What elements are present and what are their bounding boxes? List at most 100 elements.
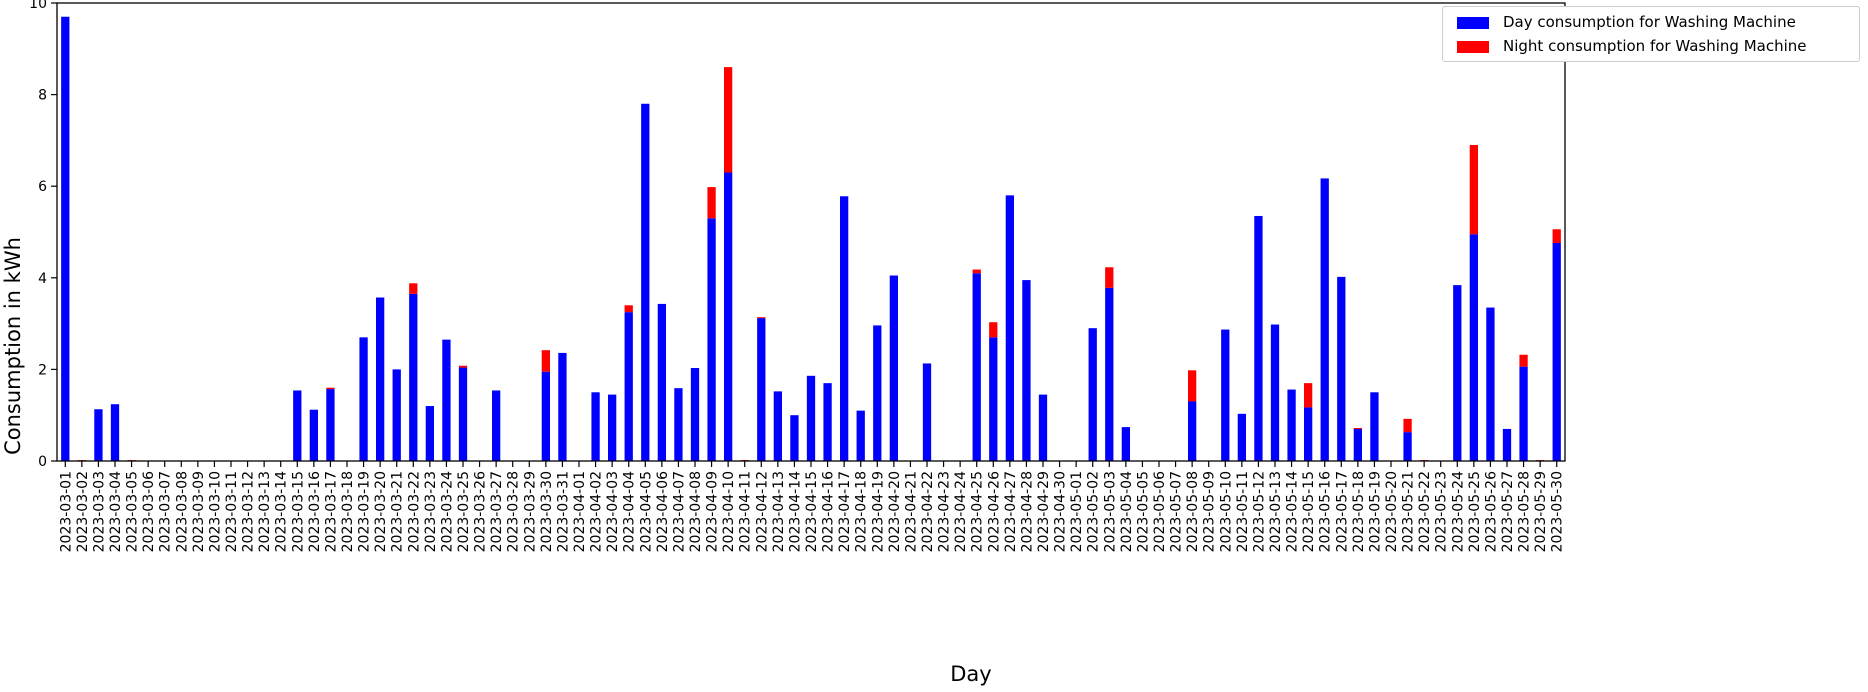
x-tick-label: 2023-03-07 [158, 471, 174, 552]
x-tick-label: 2023-05-02 [1086, 471, 1102, 552]
x-tick-label: 2023-03-09 [191, 471, 207, 552]
x-tick-label: 2023-05-21 [1401, 471, 1417, 552]
x-tick-label: 2023-04-08 [688, 471, 704, 552]
x-tick-label: 2023-04-13 [771, 471, 787, 552]
bar-day [856, 410, 865, 461]
legend-swatch-day [1457, 17, 1489, 29]
bar-day [922, 363, 932, 461]
x-tick-label: 2023-04-19 [870, 471, 886, 552]
bar-day [425, 406, 434, 461]
bar-night [1403, 418, 1412, 433]
bar-day [1237, 413, 1246, 461]
x-tick-label: 2023-04-25 [970, 471, 986, 552]
legend-item-night: Night consumption for Washing Machine [1457, 35, 1857, 59]
x-tick-label: 2023-05-06 [1152, 471, 1168, 552]
x-tick-label: 2023-05-22 [1417, 471, 1433, 552]
x-tick-label: 2023-04-22 [920, 471, 936, 552]
x-tick-label: 2023-03-27 [489, 471, 505, 552]
bar-day [823, 383, 832, 461]
bar-day [806, 375, 816, 461]
x-axis: 2023-03-01 2023-03-02 2023-03-03 2023-03-04… [58, 461, 1566, 552]
bar-day [790, 415, 799, 461]
x-tick-label: 2023-04-18 [854, 471, 870, 552]
x-tick-label: 2023-05-08 [1185, 471, 1201, 552]
bar-day [657, 303, 666, 461]
x-tick-label: 2023-05-01 [1069, 471, 1085, 552]
bar-day [1121, 427, 1130, 461]
x-tick-label: 2023-05-27 [1500, 471, 1516, 552]
x-tick-label: 2023-03-02 [75, 471, 91, 552]
y-tick-label: 10 [29, 0, 47, 12]
x-tick-label: 2023-03-23 [423, 471, 439, 552]
x-tick-label: 2023-04-20 [887, 471, 903, 552]
x-tick-label: 2023-03-10 [207, 471, 223, 552]
bar-day [1105, 287, 1114, 461]
bar-day [608, 394, 617, 461]
bar-day [376, 297, 385, 461]
bar-night [724, 67, 733, 173]
x-tick-label: 2023-03-08 [174, 471, 190, 552]
x-tick-label: 2023-03-31 [555, 471, 571, 552]
x-tick-label: 2023-03-19 [357, 471, 373, 552]
x-tick-label: 2023-03-24 [439, 471, 455, 552]
x-tick-label: 2023-04-15 [804, 471, 820, 552]
x-tick-label: 2023-04-12 [754, 471, 770, 552]
x-tick-label: 2023-03-01 [58, 471, 74, 552]
x-tick-label: 2023-04-27 [1003, 471, 1019, 552]
bar-day [558, 352, 567, 461]
x-tick-label: 2023-05-14 [1285, 471, 1301, 552]
x-tick-label: 2023-03-14 [274, 471, 290, 552]
legend: Day consumption for Washing Machine Nigh… [1442, 6, 1860, 62]
bar-day [392, 369, 401, 461]
bar-day [889, 275, 898, 461]
x-tick-label: 2023-04-28 [1019, 471, 1035, 552]
x-tick-label: 2023-05-10 [1218, 471, 1234, 552]
x-tick-label: 2023-05-26 [1483, 471, 1499, 552]
bar-night [458, 365, 468, 368]
x-tick-label: 2023-04-29 [1036, 471, 1052, 552]
x-tick-label: 2023-03-05 [125, 471, 141, 552]
x-tick-label: 2023-05-12 [1251, 471, 1267, 552]
bar-day [1270, 324, 1280, 461]
x-tick-label: 2023-03-13 [257, 471, 273, 552]
x-tick-label: 2023-04-03 [605, 471, 621, 552]
bar-day [1038, 394, 1048, 461]
x-tick-label: 2023-05-20 [1384, 471, 1400, 552]
bar-day [94, 409, 103, 461]
bar-day [61, 16, 70, 462]
bar-day [1188, 401, 1197, 461]
x-tick-label: 2023-03-18 [340, 471, 356, 552]
bar-day [757, 318, 766, 461]
x-tick-label: 2023-05-15 [1301, 471, 1317, 552]
bar-night [972, 269, 981, 274]
bar-day [293, 390, 302, 461]
x-tick-label: 2023-04-05 [638, 471, 654, 552]
bar-day [1486, 307, 1495, 461]
x-tick-label: 2023-03-20 [373, 471, 389, 552]
x-tick-label: 2023-05-13 [1268, 471, 1284, 552]
x-tick-label: 2023-03-11 [224, 471, 240, 552]
y-axis: 0 2 4 6 8 10 [29, 0, 57, 470]
x-tick-label: 2023-04-09 [705, 471, 721, 552]
bar-day [541, 371, 550, 461]
bar-night [1519, 354, 1528, 367]
x-tick-label: 2023-04-11 [738, 471, 754, 552]
bar-day [1353, 428, 1362, 461]
bar-night [757, 317, 766, 319]
bar-day [707, 218, 716, 461]
bar-day [1022, 280, 1031, 461]
x-tick-label: 2023-03-28 [506, 471, 522, 552]
bar-day [1370, 392, 1379, 461]
bar-day [873, 325, 882, 461]
y-tick-label: 2 [38, 362, 47, 378]
bar-night [1353, 428, 1362, 430]
bar-day [690, 368, 700, 461]
x-tick-label: 2023-04-24 [953, 471, 969, 552]
x-tick-label: 2023-03-21 [390, 471, 406, 552]
bar-day [442, 339, 451, 461]
x-tick-label: 2023-05-30 [1550, 471, 1566, 552]
bar-day [492, 390, 501, 461]
bar-day [674, 388, 683, 461]
bar-day [840, 196, 849, 461]
bar-day [972, 273, 981, 461]
